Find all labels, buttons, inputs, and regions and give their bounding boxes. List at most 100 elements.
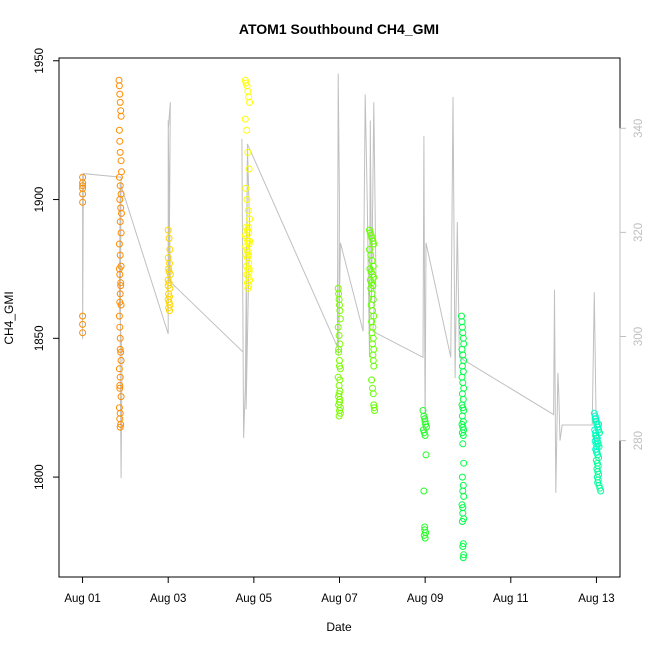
data-point xyxy=(116,251,124,259)
data-point xyxy=(242,184,250,192)
data-point xyxy=(243,126,251,134)
data-point xyxy=(242,79,250,87)
data-point xyxy=(79,329,87,337)
data-point xyxy=(117,107,125,115)
x-tick-label: Aug 13 xyxy=(578,593,614,605)
data-point xyxy=(117,229,125,237)
data-point xyxy=(244,87,252,95)
x-axis: Aug 01 Aug 03 Aug 05 Aug 07 Aug 09 Aug 11 Aug … xyxy=(64,576,615,605)
data-point xyxy=(370,345,378,353)
data-point xyxy=(596,484,604,492)
data-point xyxy=(165,234,173,242)
data-point xyxy=(592,445,600,453)
data-point xyxy=(368,376,376,384)
data-point xyxy=(336,315,344,323)
data-point xyxy=(335,332,343,339)
secondary-series-line xyxy=(82,73,597,493)
data-point xyxy=(116,90,124,98)
data-point xyxy=(117,393,125,401)
x-axis-label: Date xyxy=(326,620,352,634)
data-point xyxy=(459,540,467,548)
data-point xyxy=(370,362,378,370)
data-point xyxy=(244,148,252,156)
y-tick-label: 1900 xyxy=(34,187,46,213)
data-point xyxy=(459,432,467,439)
data-point xyxy=(458,362,466,370)
data-point xyxy=(421,432,429,439)
data-point xyxy=(458,473,466,481)
data-point xyxy=(459,554,467,562)
data-point xyxy=(115,365,123,373)
data-point xyxy=(116,384,124,392)
data-point xyxy=(116,334,124,342)
data-point xyxy=(115,76,123,84)
x-tick-label: Aug 03 xyxy=(150,593,186,605)
data-point xyxy=(116,382,124,389)
data-point xyxy=(117,420,125,428)
secondary-series xyxy=(82,73,597,493)
data-point xyxy=(244,207,252,215)
data-point xyxy=(460,493,468,500)
data-point xyxy=(370,404,378,412)
data-point xyxy=(245,223,253,231)
x-tick-label: Aug 05 xyxy=(236,593,272,605)
data-point xyxy=(592,448,600,456)
data-point xyxy=(246,98,254,106)
data-point xyxy=(165,304,173,312)
data-point xyxy=(117,282,125,290)
data-point xyxy=(117,157,125,165)
data-point xyxy=(458,501,466,509)
data-point xyxy=(459,487,467,495)
data-point xyxy=(369,334,377,342)
data-point xyxy=(116,98,124,106)
y2-axis: 280 300 320 340 xyxy=(619,119,645,450)
data-point xyxy=(371,407,379,414)
data-point xyxy=(116,196,124,203)
data-point xyxy=(420,487,428,495)
y-tick-label: 1800 xyxy=(34,464,46,490)
x-tick-label: Aug 11 xyxy=(493,593,529,605)
chart-title: ATOM1 Southbound CH4_GMI xyxy=(239,21,439,37)
data-point xyxy=(244,284,252,292)
x-tick-label: Aug 09 xyxy=(407,593,443,605)
data-point xyxy=(335,348,343,356)
data-point xyxy=(116,290,124,298)
data-point xyxy=(79,198,87,206)
y2-tick-label: 320 xyxy=(633,223,645,242)
data-point xyxy=(369,237,377,245)
data-point xyxy=(166,307,173,315)
data-point xyxy=(115,240,123,248)
data-point xyxy=(459,368,467,376)
data-point xyxy=(79,320,87,328)
data-point xyxy=(459,543,467,550)
data-point xyxy=(245,265,253,273)
data-point xyxy=(334,323,342,331)
y2-tick-label: 300 xyxy=(633,327,645,346)
data-point xyxy=(458,390,466,398)
data-point xyxy=(116,345,124,353)
data-point xyxy=(115,265,123,273)
data-point xyxy=(117,279,125,287)
data-point xyxy=(422,451,430,459)
data-point xyxy=(116,298,124,306)
data-point xyxy=(244,251,252,259)
data-point xyxy=(115,126,123,134)
data-point xyxy=(115,82,123,90)
data-point xyxy=(460,459,468,467)
data-point xyxy=(335,412,343,420)
data-point xyxy=(117,357,125,364)
y-tick-label: 1850 xyxy=(34,326,46,352)
data-point xyxy=(458,412,466,420)
data-point xyxy=(459,440,467,448)
data-point xyxy=(597,487,605,495)
data-point xyxy=(458,518,466,525)
x-tick-label: Aug 01 xyxy=(64,593,100,605)
data-point xyxy=(118,209,125,217)
data-point xyxy=(79,182,87,190)
data-point xyxy=(459,504,467,512)
data-point xyxy=(245,282,253,290)
data-point xyxy=(166,246,174,253)
data-point xyxy=(79,190,87,198)
data-point xyxy=(116,137,124,145)
